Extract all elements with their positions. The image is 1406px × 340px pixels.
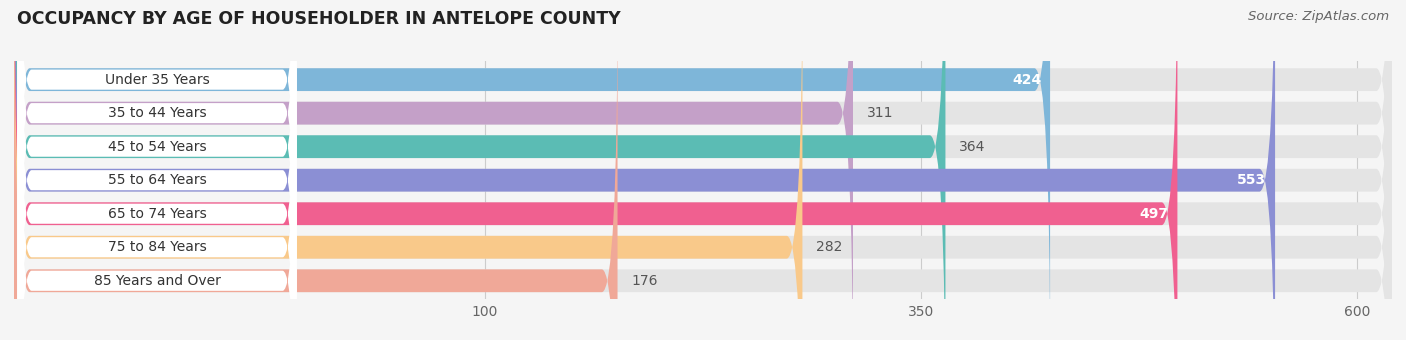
FancyBboxPatch shape <box>17 23 297 340</box>
FancyBboxPatch shape <box>14 0 1392 340</box>
FancyBboxPatch shape <box>14 0 803 340</box>
Text: OCCUPANCY BY AGE OF HOUSEHOLDER IN ANTELOPE COUNTY: OCCUPANCY BY AGE OF HOUSEHOLDER IN ANTEL… <box>17 10 620 28</box>
FancyBboxPatch shape <box>14 0 617 340</box>
Text: 176: 176 <box>631 274 658 288</box>
Text: 55 to 64 Years: 55 to 64 Years <box>108 173 207 187</box>
FancyBboxPatch shape <box>14 0 1392 340</box>
FancyBboxPatch shape <box>17 0 297 340</box>
FancyBboxPatch shape <box>14 0 1177 340</box>
FancyBboxPatch shape <box>17 0 297 340</box>
Text: 35 to 44 Years: 35 to 44 Years <box>108 106 207 120</box>
FancyBboxPatch shape <box>14 0 1392 340</box>
FancyBboxPatch shape <box>17 0 297 340</box>
Text: 85 Years and Over: 85 Years and Over <box>94 274 221 288</box>
FancyBboxPatch shape <box>14 0 1392 340</box>
FancyBboxPatch shape <box>17 0 297 338</box>
Text: 75 to 84 Years: 75 to 84 Years <box>108 240 207 254</box>
Text: 424: 424 <box>1012 73 1042 87</box>
Text: Under 35 Years: Under 35 Years <box>104 73 209 87</box>
FancyBboxPatch shape <box>17 0 297 340</box>
Text: 282: 282 <box>817 240 842 254</box>
Text: 65 to 74 Years: 65 to 74 Years <box>108 207 207 221</box>
Text: 364: 364 <box>959 140 986 154</box>
FancyBboxPatch shape <box>14 0 1275 340</box>
FancyBboxPatch shape <box>14 0 1392 340</box>
Text: 553: 553 <box>1237 173 1267 187</box>
FancyBboxPatch shape <box>14 0 1392 340</box>
Text: 45 to 54 Years: 45 to 54 Years <box>108 140 207 154</box>
Text: 311: 311 <box>868 106 893 120</box>
FancyBboxPatch shape <box>17 0 297 340</box>
FancyBboxPatch shape <box>14 0 945 340</box>
FancyBboxPatch shape <box>14 0 1050 340</box>
FancyBboxPatch shape <box>14 0 853 340</box>
Text: 497: 497 <box>1140 207 1168 221</box>
FancyBboxPatch shape <box>14 0 1392 340</box>
Text: Source: ZipAtlas.com: Source: ZipAtlas.com <box>1249 10 1389 23</box>
